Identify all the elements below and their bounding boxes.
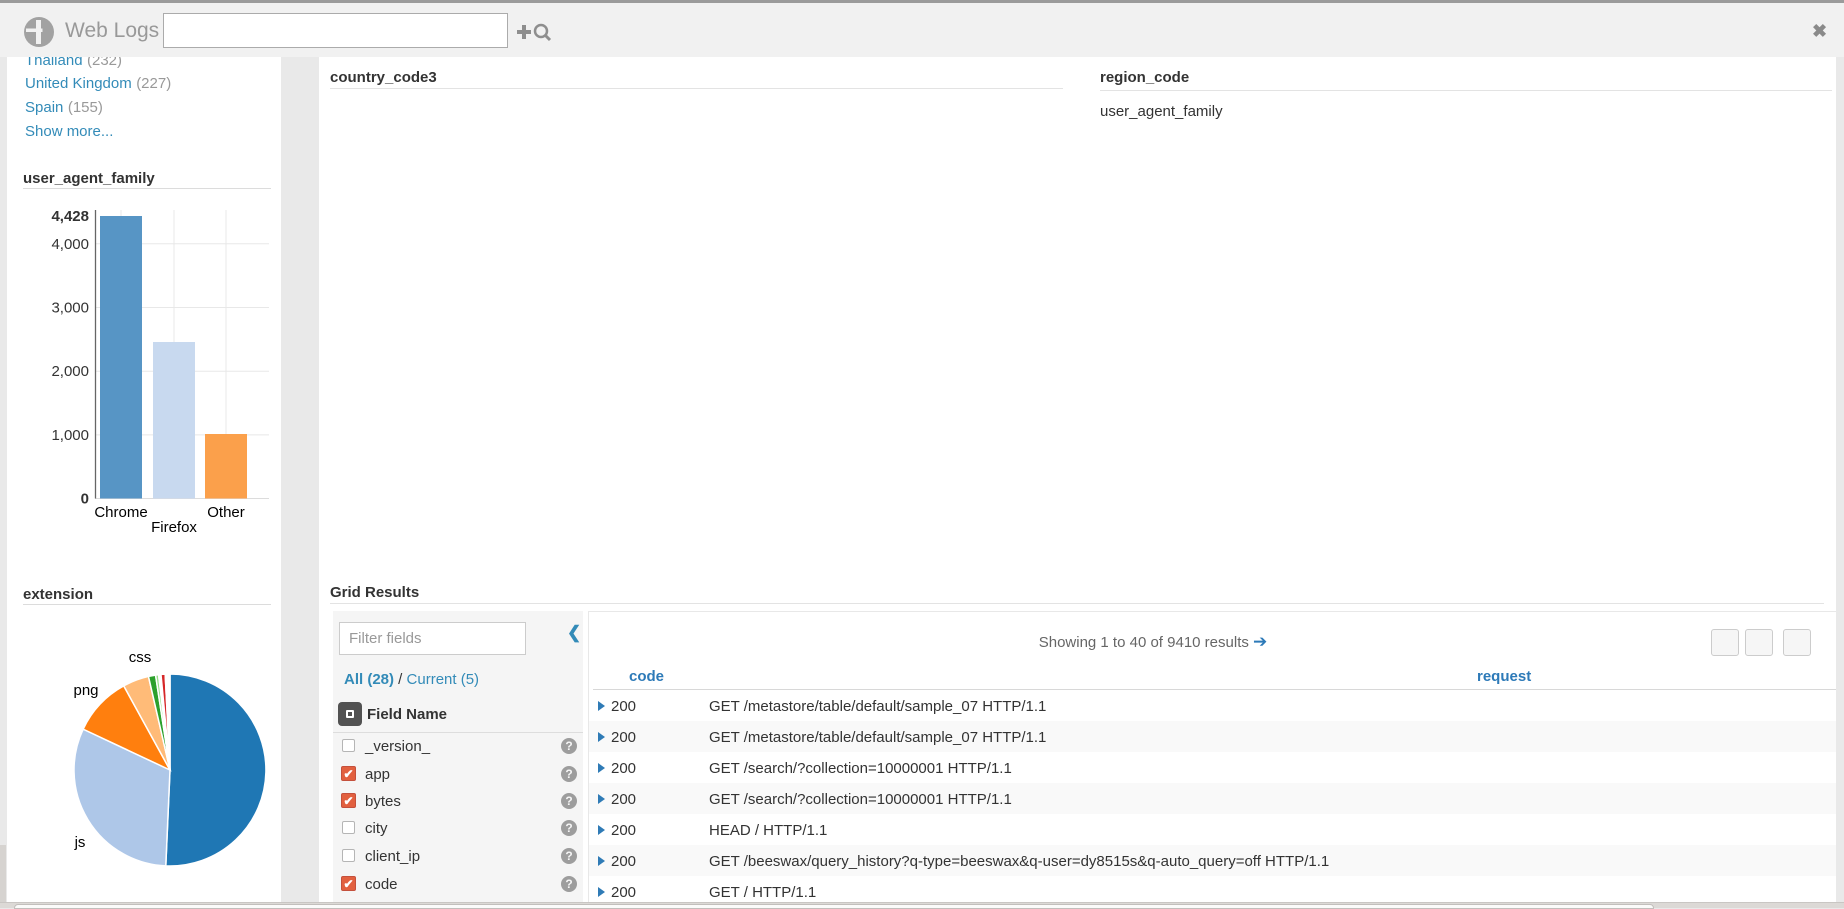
svg-text:css: css [129,649,152,666]
svg-text:png: png [73,682,98,699]
svg-text:3,000: 3,000 [51,300,89,317]
svg-text:0: 0 [81,491,89,508]
svg-text:1,000: 1,000 [51,427,89,444]
svg-text:2,000: 2,000 [51,363,89,380]
svg-text:Firefox: Firefox [151,519,197,536]
svg-text:4,000: 4,000 [51,236,89,253]
svg-text:4,428: 4,428 [51,208,89,225]
svg-text:Chrome: Chrome [94,504,147,521]
svg-text:Other: Other [207,504,245,521]
svg-text:js: js [74,834,86,851]
